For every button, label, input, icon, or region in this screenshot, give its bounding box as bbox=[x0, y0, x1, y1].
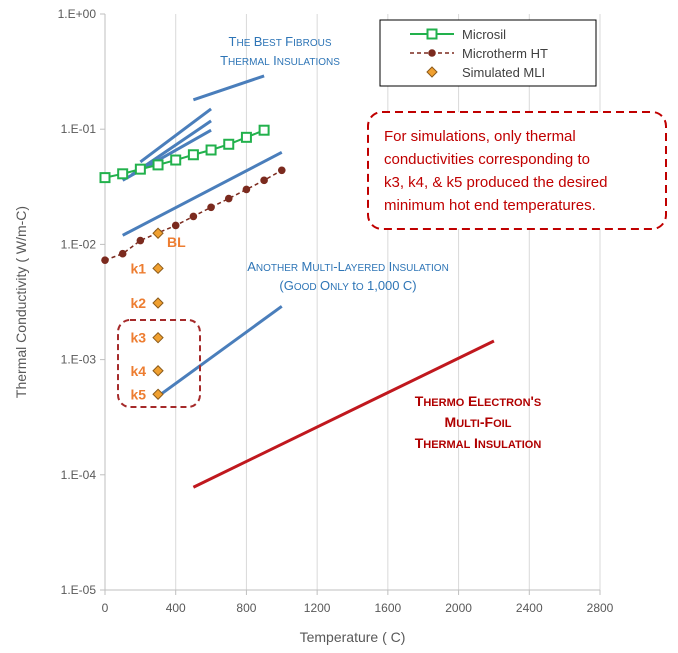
microtherm-point bbox=[118, 249, 127, 258]
x-tick-label: 2000 bbox=[445, 601, 472, 615]
x-axis-title: Temperature ( C) bbox=[300, 629, 406, 645]
microtherm-point bbox=[136, 236, 145, 245]
legend: Microsil Microtherm HT Simulated MLI bbox=[379, 19, 597, 87]
microtherm-point bbox=[242, 185, 251, 194]
x-tick-label: 1200 bbox=[304, 601, 331, 615]
point-label-k3: k3 bbox=[130, 330, 146, 346]
thermo-label-line: MULTI-FOIL bbox=[445, 414, 512, 430]
x-tick-label: 400 bbox=[166, 601, 186, 615]
legend-entry-label: Simulated MLI bbox=[462, 65, 545, 80]
tick-labels: 1.E+00 1.E-01 1.E-02 1.E-03 1.E-04 1.E-05 0 400… bbox=[58, 7, 614, 615]
grid-lines bbox=[175, 14, 601, 590]
legend-swatch-circle bbox=[428, 49, 436, 57]
microtherm-point bbox=[171, 221, 180, 230]
callout-text-line: minimum hot end temperatures. bbox=[384, 197, 596, 214]
microsil-point bbox=[240, 131, 252, 143]
point-label-k1: k1 bbox=[130, 260, 146, 276]
microsil-point bbox=[187, 149, 199, 161]
microsil-point bbox=[258, 124, 270, 136]
callout-text-line: For simulations, only thermal bbox=[384, 128, 576, 145]
y-tick-label: 1.E-04 bbox=[61, 468, 97, 482]
thermo-label-line: THERMAL INSULATION bbox=[415, 435, 542, 451]
microtherm-point bbox=[207, 203, 215, 212]
fibrous-label-line: THE BEST FIBROUS bbox=[229, 34, 332, 49]
series-layer bbox=[99, 124, 286, 400]
trend-line bbox=[157, 305, 283, 398]
point-labels: BL k1 k2 k3 k4 k5 bbox=[130, 234, 186, 402]
callout-text-line: k3, k4, & k5 produced the desired bbox=[384, 174, 607, 191]
mli-label-line: (GOOD ONLY tO 1,000 C) bbox=[279, 278, 416, 293]
legend-entry-label: Microsil bbox=[462, 27, 506, 42]
point-label-bl: BL bbox=[167, 234, 186, 250]
trend-line bbox=[139, 107, 212, 164]
simulated-mli-point bbox=[152, 331, 164, 344]
microtherm-point bbox=[189, 212, 198, 221]
simulated-mli-point bbox=[152, 297, 164, 309]
y-tick-label: 1.E+00 bbox=[58, 7, 97, 21]
legend-swatch-square bbox=[426, 28, 438, 40]
x-tick-label: 0 bbox=[102, 601, 109, 615]
callout-text-line: conductivities corresponding to bbox=[384, 151, 590, 168]
legend-entry-label: Microtherm HT bbox=[462, 46, 548, 61]
microsil-point bbox=[205, 144, 217, 156]
microsil-point bbox=[152, 159, 164, 171]
callout-box bbox=[367, 111, 667, 230]
y-tick-label: 1.E-03 bbox=[61, 353, 97, 367]
legend-box bbox=[379, 19, 597, 87]
thermo-label-line: THERMO ELECTRON'S bbox=[415, 393, 541, 409]
point-label-k4: k4 bbox=[130, 363, 146, 379]
series-line-microsil bbox=[104, 129, 265, 179]
microtherm-point bbox=[224, 194, 233, 203]
trend-line bbox=[121, 150, 283, 237]
trend-line bbox=[192, 74, 265, 102]
microsil-point bbox=[99, 172, 111, 184]
microtherm-point bbox=[260, 176, 268, 185]
microsil-point bbox=[170, 154, 182, 166]
x-tick-label: 2400 bbox=[516, 601, 543, 615]
x-tick-label: 800 bbox=[236, 601, 256, 615]
y-tick-label: 1.E-02 bbox=[61, 237, 97, 251]
legend-swatch-diamond bbox=[426, 66, 438, 78]
trend-line bbox=[192, 339, 495, 489]
axes bbox=[100, 13, 601, 595]
simulated-mli-point bbox=[152, 262, 164, 275]
microtherm-point bbox=[277, 166, 286, 175]
y-tick-label: 1.E-05 bbox=[61, 583, 97, 597]
microsil-point bbox=[223, 138, 235, 150]
y-tick-label: 1.E-01 bbox=[61, 122, 97, 136]
simulated-mli-point bbox=[152, 227, 164, 239]
fibrous-label-line: THERMAL INSULATIONS bbox=[220, 53, 340, 68]
microtherm-point bbox=[101, 256, 109, 264]
x-tick-label: 2800 bbox=[587, 601, 614, 615]
microsil-point bbox=[134, 163, 146, 175]
microsil-point bbox=[117, 168, 129, 180]
annotations: THE BEST FIBROUS THERMAL INSULATIONS ANOTH… bbox=[117, 34, 667, 451]
point-label-k2: k2 bbox=[130, 295, 146, 311]
simulated-mli-point bbox=[152, 365, 164, 377]
x-tick-label: 1600 bbox=[375, 601, 402, 615]
y-axis-title: Thermal Conductivity ( W/m-C) bbox=[13, 206, 29, 398]
point-label-k5: k5 bbox=[130, 386, 146, 402]
mli-label-line: ANOTHER MULTI-LAYERED INSULATION bbox=[247, 259, 449, 274]
trend-lines bbox=[121, 74, 495, 489]
simulated-mli-point bbox=[152, 388, 164, 400]
